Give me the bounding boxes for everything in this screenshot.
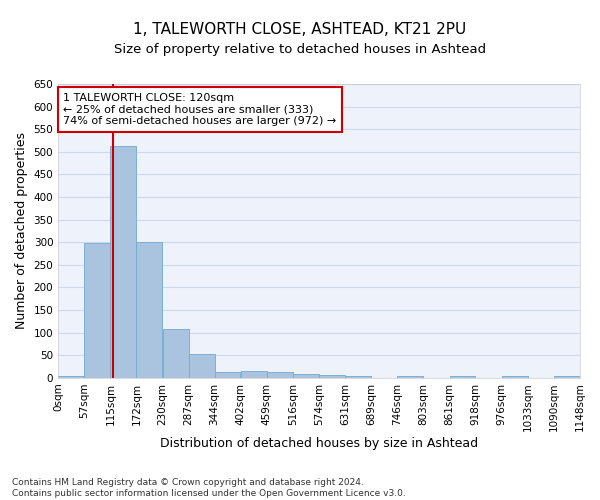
Bar: [449, 376, 475, 378]
Bar: [110, 146, 136, 378]
Bar: [241, 371, 267, 378]
Bar: [319, 374, 345, 378]
X-axis label: Distribution of detached houses by size in Ashtead: Distribution of detached houses by size …: [160, 437, 478, 450]
Bar: [84, 243, 110, 378]
Bar: [136, 242, 162, 378]
Bar: [188, 354, 215, 378]
Text: Contains HM Land Registry data © Crown copyright and database right 2024.
Contai: Contains HM Land Registry data © Crown c…: [12, 478, 406, 498]
Bar: [345, 376, 371, 378]
Bar: [215, 372, 241, 378]
Bar: [163, 330, 188, 378]
Bar: [58, 376, 84, 378]
Text: 1, TALEWORTH CLOSE, ASHTEAD, KT21 2PU: 1, TALEWORTH CLOSE, ASHTEAD, KT21 2PU: [133, 22, 467, 38]
Bar: [502, 376, 528, 378]
Text: Size of property relative to detached houses in Ashtead: Size of property relative to detached ho…: [114, 42, 486, 56]
Text: 1 TALEWORTH CLOSE: 120sqm
← 25% of detached houses are smaller (333)
74% of semi: 1 TALEWORTH CLOSE: 120sqm ← 25% of detac…: [64, 93, 337, 126]
Bar: [267, 372, 293, 378]
Y-axis label: Number of detached properties: Number of detached properties: [15, 132, 28, 330]
Bar: [554, 376, 580, 378]
Bar: [293, 374, 319, 378]
Bar: [397, 376, 423, 378]
